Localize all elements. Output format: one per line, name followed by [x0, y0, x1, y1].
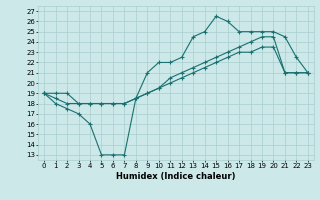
X-axis label: Humidex (Indice chaleur): Humidex (Indice chaleur): [116, 172, 236, 181]
